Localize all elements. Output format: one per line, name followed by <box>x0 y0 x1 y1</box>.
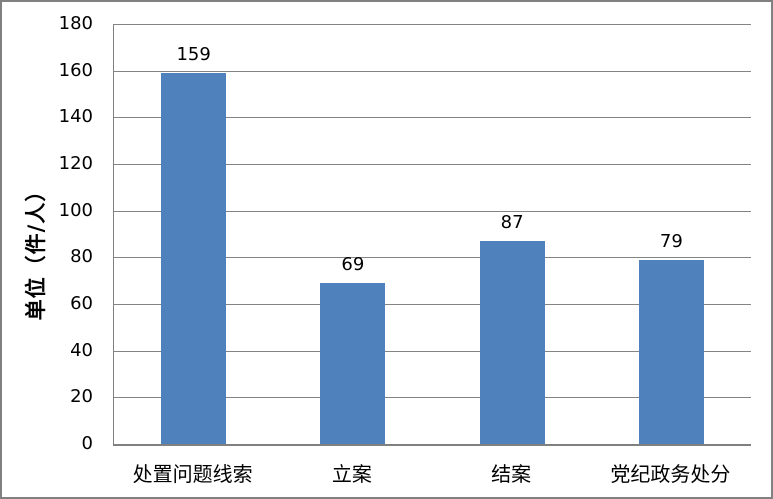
gridline <box>114 24 751 25</box>
gridline <box>114 397 751 399</box>
bar <box>638 259 704 444</box>
y-axis-tick-label: 60 <box>70 293 93 314</box>
bar-value-label: 79 <box>659 230 683 252</box>
x-axis-category-label: 结案 <box>491 462 532 486</box>
gridline <box>114 70 751 72</box>
y-axis-tick-label: 180 <box>58 13 93 34</box>
y-axis-tick-label: 80 <box>70 246 93 268</box>
y-axis-tick-label: 100 <box>58 199 93 221</box>
x-axis-category-label: 立案 <box>331 462 372 486</box>
plot-area: 159 69 87 79 <box>113 24 751 446</box>
bar <box>320 283 386 444</box>
bar <box>479 241 545 444</box>
x-axis-category-label: 处置问题线索 <box>132 462 253 486</box>
gridline <box>114 164 751 165</box>
y-axis-tick-label: 160 <box>58 59 93 81</box>
bar <box>161 73 227 444</box>
bar-value-label: 159 <box>176 44 211 65</box>
x-axis-category-label: 党纪政务处分 <box>610 462 731 486</box>
bar-value-label: 87 <box>500 212 524 233</box>
y-axis-tick-label: 0 <box>81 433 93 454</box>
y-axis-tick-label: 120 <box>58 153 93 174</box>
gridline <box>114 257 751 259</box>
gridline <box>114 210 751 212</box>
gridline <box>114 304 751 305</box>
bar-value-label: 69 <box>341 254 365 275</box>
y-axis-tick-label: 20 <box>70 386 93 408</box>
gridline <box>114 350 751 352</box>
gridline <box>114 117 751 119</box>
y-axis-tick-label: 140 <box>58 106 93 128</box>
y-axis-tick-label: 40 <box>70 339 93 361</box>
